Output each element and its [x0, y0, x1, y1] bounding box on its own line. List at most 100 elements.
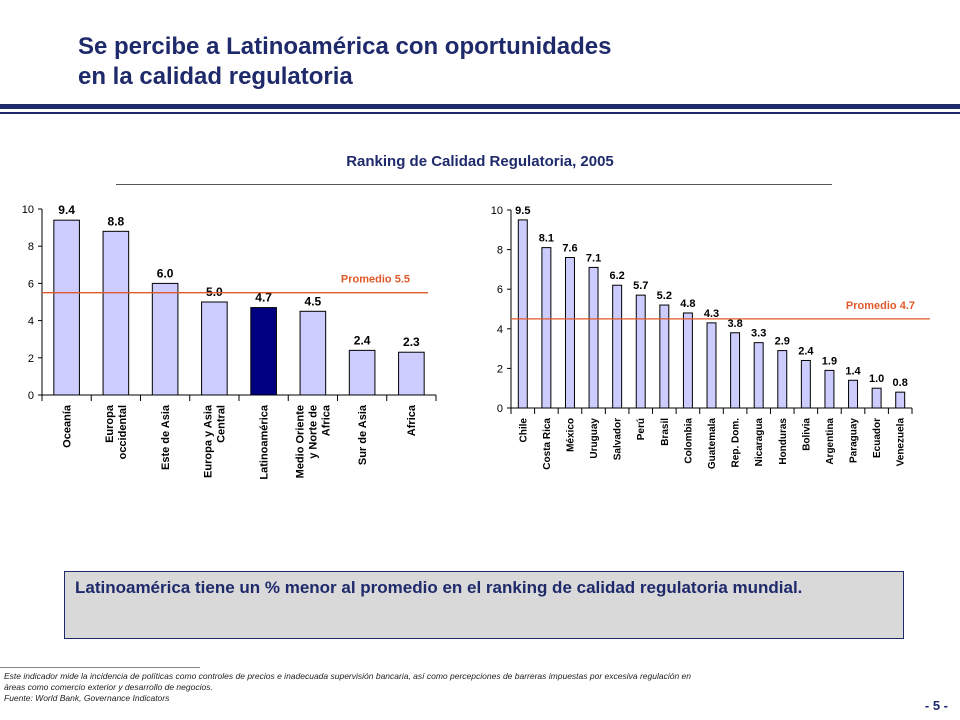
bar-sur-de-asia — [348, 349, 376, 396]
data-label: 2.3 — [403, 335, 420, 349]
data-label: 9.5 — [515, 205, 530, 217]
category-label-line: Africa — [321, 404, 333, 436]
category-label: Sur de Asia — [357, 404, 369, 465]
bar-per- — [635, 294, 646, 409]
category-label: Rep. Dom. — [731, 418, 742, 468]
data-label: 4.3 — [704, 308, 719, 320]
category-label: Europa y AsiaCentral — [203, 404, 228, 478]
y-tick-label: 2 — [497, 363, 503, 375]
category-label: Venezuela — [896, 418, 907, 467]
category-label-line: Bolivia — [801, 418, 812, 451]
data-label: 1.9 — [822, 355, 837, 367]
category-label-line: Uruguay — [589, 418, 600, 459]
category-label: Salvador — [613, 418, 624, 460]
bar-brasil — [659, 304, 670, 409]
slide-title: Se percibe a Latinoamérica con oportunid… — [78, 32, 878, 92]
category-label: México — [565, 418, 576, 452]
data-label: 7.6 — [562, 243, 577, 255]
y-tick-label: 2 — [28, 353, 34, 365]
bar-africa — [398, 351, 425, 396]
category-label-line: Paraguay — [849, 418, 860, 463]
data-label: 2.4 — [798, 345, 814, 357]
average-label: Promedio 5.5 — [341, 274, 410, 286]
title-line-2: en la calidad regulatoria — [78, 63, 353, 90]
category-label-line: Salvador — [613, 418, 624, 460]
category-label: Medio Orientey Norte deAfrica — [295, 404, 333, 478]
page-number: - 5 - — [924, 698, 948, 713]
category-label-line: Latinoamérica — [258, 404, 270, 479]
category-label-line: México — [565, 418, 576, 452]
data-label: 3.8 — [727, 318, 742, 330]
category-label-line: Europa — [104, 404, 116, 443]
category-label-line: y Norte de — [308, 405, 320, 459]
y-tick-label: 0 — [28, 390, 34, 402]
chart-heading: Ranking de Calidad Regulatoria, 2005 — [346, 153, 614, 170]
category-label-line: Nicaragua — [754, 418, 765, 467]
y-tick-label: 4 — [28, 316, 34, 328]
category-label-line: Sur de Asia — [357, 404, 369, 465]
average-label: Promedio 4.7 — [846, 300, 915, 312]
category-label: Chile — [518, 418, 529, 443]
y-tick-label: 6 — [497, 284, 503, 296]
data-label: 3.3 — [751, 328, 766, 340]
data-label: 9.4 — [58, 203, 75, 217]
bar-guatemala — [706, 322, 717, 409]
category-label-line: Oceanía — [61, 404, 73, 448]
category-label: Costa Rica — [542, 418, 553, 470]
category-label: Ecuador — [872, 418, 883, 458]
y-tick-label: 10 — [22, 204, 34, 216]
footnote-line-1: Este indicador mide la incidencia de pol… — [4, 671, 691, 681]
data-label: 8.1 — [539, 233, 554, 245]
data-label: 4.7 — [255, 291, 272, 305]
title-divider-thin — [0, 112, 960, 114]
category-label: Brasil — [660, 418, 671, 446]
category-label: Africa — [406, 404, 418, 436]
y-tick-label: 8 — [28, 241, 34, 253]
footnote-source: Fuente: World Bank, Governance Indicator… — [4, 693, 170, 703]
category-label-line: Chile — [518, 418, 529, 443]
category-label: Nicaragua — [754, 418, 765, 467]
data-label: 6.0 — [157, 266, 174, 280]
footnote: Este indicador mide la incidencia de pol… — [4, 671, 904, 704]
bar-bolivia — [800, 359, 811, 409]
data-label: 2.9 — [775, 336, 790, 348]
title-divider-thick — [0, 104, 960, 109]
bar-colombia — [682, 312, 693, 409]
category-label-line: Ecuador — [872, 418, 883, 458]
bar-venezuela — [895, 391, 906, 409]
data-label: 1.0 — [869, 373, 884, 385]
y-tick-label: 4 — [497, 324, 503, 336]
data-label: 5.7 — [633, 280, 648, 292]
key-insight-text: Latinoamérica tiene un % menor al promed… — [75, 578, 803, 597]
bar-latinoam-rica — [250, 307, 277, 396]
bar-medio-oriente-y-norte-de-africa — [299, 310, 327, 396]
category-label: Argentina — [825, 418, 836, 465]
bar-argentina — [824, 369, 835, 409]
bar-europa-y-asia-central — [201, 301, 228, 396]
category-label-line: Central — [216, 405, 228, 443]
category-label: Oceanía — [61, 404, 73, 448]
category-label-line: Este de Asia — [160, 404, 172, 470]
chart-heading-rule — [116, 184, 832, 185]
data-label: 4.5 — [305, 294, 322, 308]
bar-salvador — [612, 284, 623, 409]
data-label: 1.4 — [845, 365, 861, 377]
data-label: 2.4 — [354, 333, 371, 347]
category-label-line: Costa Rica — [542, 418, 553, 470]
category-label: Uruguay — [589, 418, 600, 459]
category-label: Bolivia — [801, 418, 812, 451]
category-label-line: occidental — [117, 405, 129, 459]
category-label: Paraguay — [849, 418, 860, 463]
bar-uruguay — [588, 266, 599, 409]
footnote-line-2: áreas como comercio exterior y desarroll… — [4, 682, 213, 692]
category-label: Europaoccidental — [104, 404, 129, 459]
data-label: 7.1 — [586, 252, 601, 264]
footnote-rule — [0, 667, 200, 668]
data-label: 0.8 — [893, 377, 908, 389]
category-label: Colombia — [683, 418, 694, 464]
category-label-line: Perú — [636, 418, 647, 440]
category-label-line: Medio Oriente — [295, 405, 307, 478]
category-label-line: Brasil — [660, 418, 671, 446]
title-line-1: Se percibe a Latinoamérica con oportunid… — [78, 33, 612, 60]
y-tick-label: 6 — [28, 278, 34, 290]
